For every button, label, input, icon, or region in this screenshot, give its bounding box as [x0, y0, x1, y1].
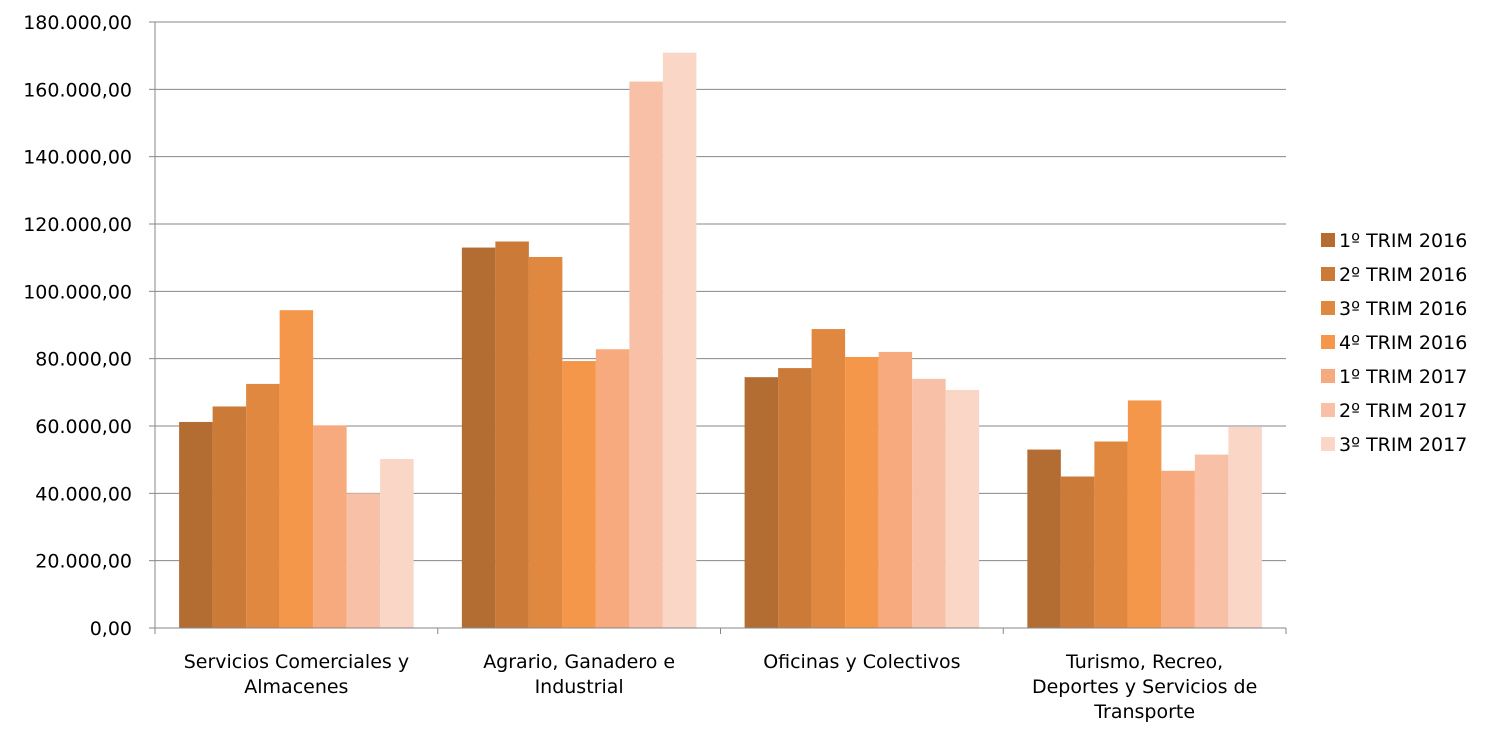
legend-item: 4º TRIM 2016	[1321, 332, 1467, 354]
y-tick-label: 120.000,00	[23, 214, 132, 236]
y-tick-label: 100.000,00	[23, 281, 132, 303]
legend: 1º TRIM 2016 2º TRIM 2016 3º TRIM 2016 4º T…	[1321, 230, 1467, 456]
bar	[845, 356, 879, 628]
bars	[179, 52, 1262, 629]
legend-label: 1º TRIM 2017	[1339, 366, 1467, 388]
legend-swatch	[1321, 233, 1335, 247]
y-tick-label: 80.000,00	[35, 349, 132, 371]
bar	[912, 378, 946, 628]
legend-swatch	[1321, 437, 1335, 451]
legend-item: 2º TRIM 2017	[1321, 400, 1467, 422]
bar	[945, 389, 980, 628]
y-tick-label: 140.000,00	[23, 147, 132, 169]
bar	[1161, 470, 1195, 628]
axes	[149, 21, 1287, 634]
bar	[1027, 449, 1061, 628]
bar	[778, 368, 812, 628]
bar	[279, 310, 314, 628]
y-tick-label: 20.000,00	[35, 551, 132, 573]
x-tick-label: Agrario, Ganadero e	[483, 651, 675, 673]
legend-label: 3º TRIM 2017	[1339, 434, 1467, 456]
legend-swatch	[1321, 369, 1335, 383]
y-tick-label: 180.000,00	[23, 12, 132, 34]
x-tick-labels: Servicios Comerciales y Almacenes Agrario,…	[184, 651, 1258, 723]
bar	[528, 256, 563, 628]
legend-swatch	[1321, 403, 1335, 417]
bar	[629, 81, 663, 629]
x-tick-label: Turismo, Recreo,	[1065, 651, 1223, 673]
x-tick-label: Transporte	[1093, 701, 1195, 723]
legend-swatch	[1321, 301, 1335, 315]
bar	[811, 329, 846, 628]
bar	[179, 421, 213, 628]
bar	[1094, 441, 1128, 628]
legend-label: 3º TRIM 2016	[1339, 298, 1467, 320]
legend-swatch	[1321, 267, 1335, 281]
bar	[212, 406, 247, 628]
y-tick-label: 40.000,00	[35, 483, 132, 505]
bar	[878, 351, 913, 628]
legend-label: 4º TRIM 2016	[1339, 332, 1467, 354]
bar	[461, 247, 496, 629]
bar	[346, 493, 381, 628]
bar	[1228, 427, 1262, 628]
bar	[662, 52, 697, 629]
y-tick-label: 0,00	[90, 618, 132, 640]
legend-item: 2º TRIM 2016	[1321, 264, 1467, 286]
x-tick-label: Oficinas y Colectivos	[763, 651, 960, 673]
bar	[380, 458, 414, 628]
bar	[1060, 476, 1095, 628]
x-tick-label: Industrial	[535, 676, 624, 698]
bar	[1194, 454, 1229, 628]
x-tick-label: Deportes y Servicios de	[1032, 676, 1257, 698]
y-tick-labels: 0,00 20.000,00 40.000,00 60.000,00 80.000,00…	[23, 12, 132, 640]
x-tick-label: Servicios Comerciales y	[184, 651, 409, 673]
bar	[562, 361, 596, 628]
legend-item: 1º TRIM 2017	[1321, 366, 1467, 388]
bar	[744, 377, 779, 628]
x-tick-label: Almacenes	[244, 676, 348, 698]
legend-swatch	[1321, 335, 1335, 349]
bar	[313, 425, 347, 628]
bar	[595, 349, 630, 628]
y-tick-label: 160.000,00	[23, 79, 132, 101]
bar	[246, 383, 280, 628]
legend-label: 1º TRIM 2016	[1339, 230, 1467, 252]
y-tick-label: 60.000,00	[35, 416, 132, 438]
legend-label: 2º TRIM 2017	[1339, 400, 1467, 422]
legend-label: 2º TRIM 2016	[1339, 264, 1467, 286]
legend-item: 3º TRIM 2016	[1321, 298, 1467, 320]
bar	[495, 241, 529, 629]
bar	[1127, 400, 1162, 628]
legend-item: 3º TRIM 2017	[1321, 434, 1467, 456]
legend-item: 1º TRIM 2016	[1321, 230, 1467, 252]
